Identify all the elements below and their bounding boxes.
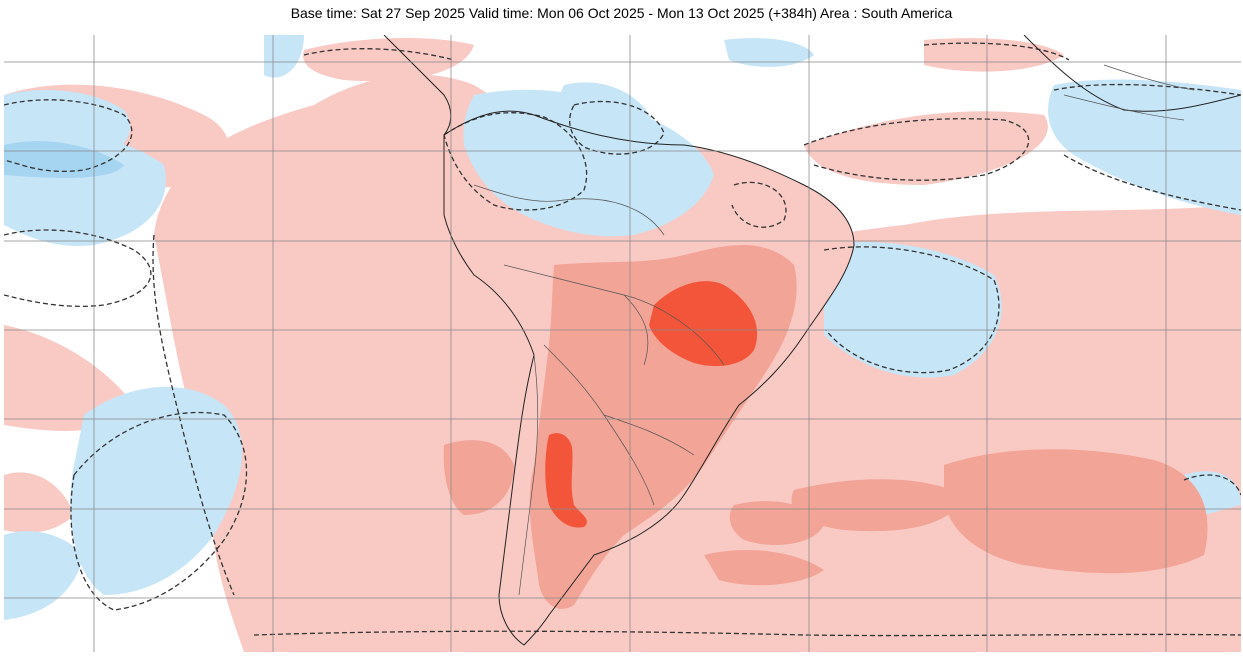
warm-anomaly-strong	[545, 281, 758, 528]
country-borders	[473, 64, 1195, 596]
anomaly-map	[4, 35, 1241, 652]
graticule	[4, 35, 1241, 652]
map-title: Base time: Sat 27 Sep 2025 Valid time: M…	[290, 5, 953, 21]
coastlines	[383, 35, 1241, 646]
anomaly-contours	[4, 42, 1241, 637]
